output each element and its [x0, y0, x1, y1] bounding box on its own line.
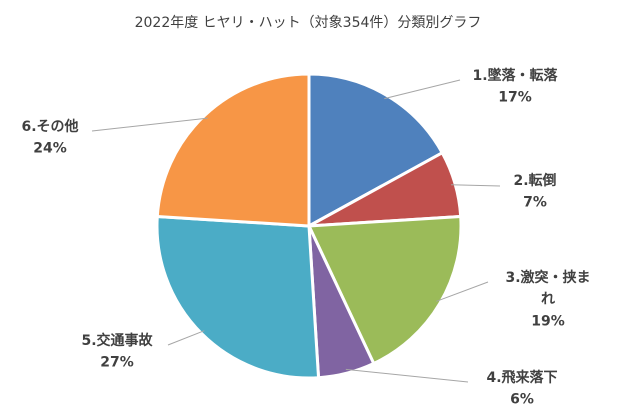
- leader-line-5: [167, 330, 205, 346]
- slice-percent: 7%: [523, 195, 547, 211]
- slice-label-2: 2.転倒 7%: [513, 172, 556, 211]
- pie-slice-6: [155, 72, 311, 228]
- pie-slice-3: [307, 214, 463, 366]
- slice-name: 3.激突・挟ま: [505, 269, 590, 286]
- leader-line-3: [436, 281, 489, 302]
- leader-line-2: [451, 184, 501, 187]
- slice-name: 1.墜落・転落: [472, 67, 558, 84]
- slice-label-3: 3.激突・挟まれ 19%: [505, 269, 590, 329]
- pie-slice-1: [307, 72, 444, 228]
- pie-slices: [155, 72, 463, 380]
- pie-slice-5: [155, 214, 321, 380]
- slice-label-4: 4.飛来落下 6%: [486, 369, 557, 408]
- slice-name: 5.交通事故: [81, 332, 153, 349]
- leader-line-4: [345, 368, 469, 383]
- slice-label-6: 6.その他 24%: [21, 118, 78, 157]
- slice-percent: 6%: [510, 392, 534, 408]
- slice-name: 6.その他: [21, 118, 78, 135]
- slice-label-5: 5.交通事故 27%: [81, 332, 153, 371]
- slice-percent: 19%: [531, 313, 565, 329]
- slice-percent: 27%: [100, 355, 134, 371]
- slice-percent: 24%: [33, 141, 67, 157]
- slice-labels: 1.墜落・転落 17% 2.転倒 7% 3.激突・挟まれ 19% 4.飛来落下 6% 5.交通事…: [21, 67, 590, 408]
- leader-line-1: [384, 79, 461, 100]
- leader-line-6: [91, 117, 208, 132]
- slice-name: 2.転倒: [513, 172, 556, 189]
- chart-title: 2022年度 ヒヤリ・ハット（対象354件）分類別グラフ: [135, 15, 482, 31]
- slice-label-1: 1.墜落・転落 17%: [472, 67, 558, 106]
- slice-percent: 17%: [498, 90, 532, 106]
- slice-name: 4.飛来落下: [486, 369, 557, 386]
- leader-lines: [91, 79, 501, 383]
- slice-name: れ: [541, 292, 555, 308]
